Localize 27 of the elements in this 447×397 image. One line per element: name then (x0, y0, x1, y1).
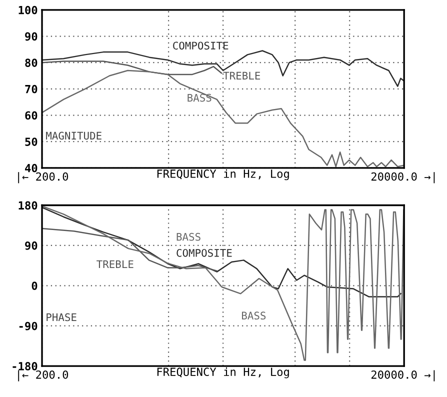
text: BASS (176, 232, 200, 241)
y-tick-label: 90 (25, 241, 38, 250)
series-label: COMPOSITE (173, 42, 228, 50)
y-tick-label: 40 (25, 164, 38, 172)
y-tick-label: 0 (32, 282, 38, 290)
series-label: TREBLE (96, 260, 134, 268)
series-label: BASS (188, 94, 212, 102)
y-tick-label: 100 (18, 6, 38, 14)
x-tick-label: |← 200.0 (18, 370, 68, 382)
y-tick-label: -90 (19, 322, 38, 330)
y-tick-label: 70 (25, 84, 38, 94)
x-axis-title: FREQUENCY in Hz, Log (157, 169, 289, 180)
series-label: BASS (242, 312, 266, 320)
annotation: PHASE (46, 313, 76, 322)
y-tick-label: 90 (25, 32, 38, 41)
x-tick-label: |← 200.0 (18, 172, 68, 184)
y-tick-label: 50 (25, 138, 38, 146)
y-tick-label: 60 (25, 111, 38, 120)
series-label: TREBLE (223, 72, 260, 80)
series-label: COMPOSITE (176, 248, 232, 257)
y-tick-label: 180 (18, 201, 38, 210)
x-tick-label: 20000.0 →| (371, 370, 435, 382)
x-axis-title: FREQUENCY in Hz, Log (157, 367, 289, 378)
y-tick-label: -180 (12, 362, 38, 370)
annotation: MAGNITUDE (46, 132, 102, 140)
x-tick-label: 20000.0 →| (371, 172, 435, 184)
y-tick-label: 80 (25, 58, 38, 67)
